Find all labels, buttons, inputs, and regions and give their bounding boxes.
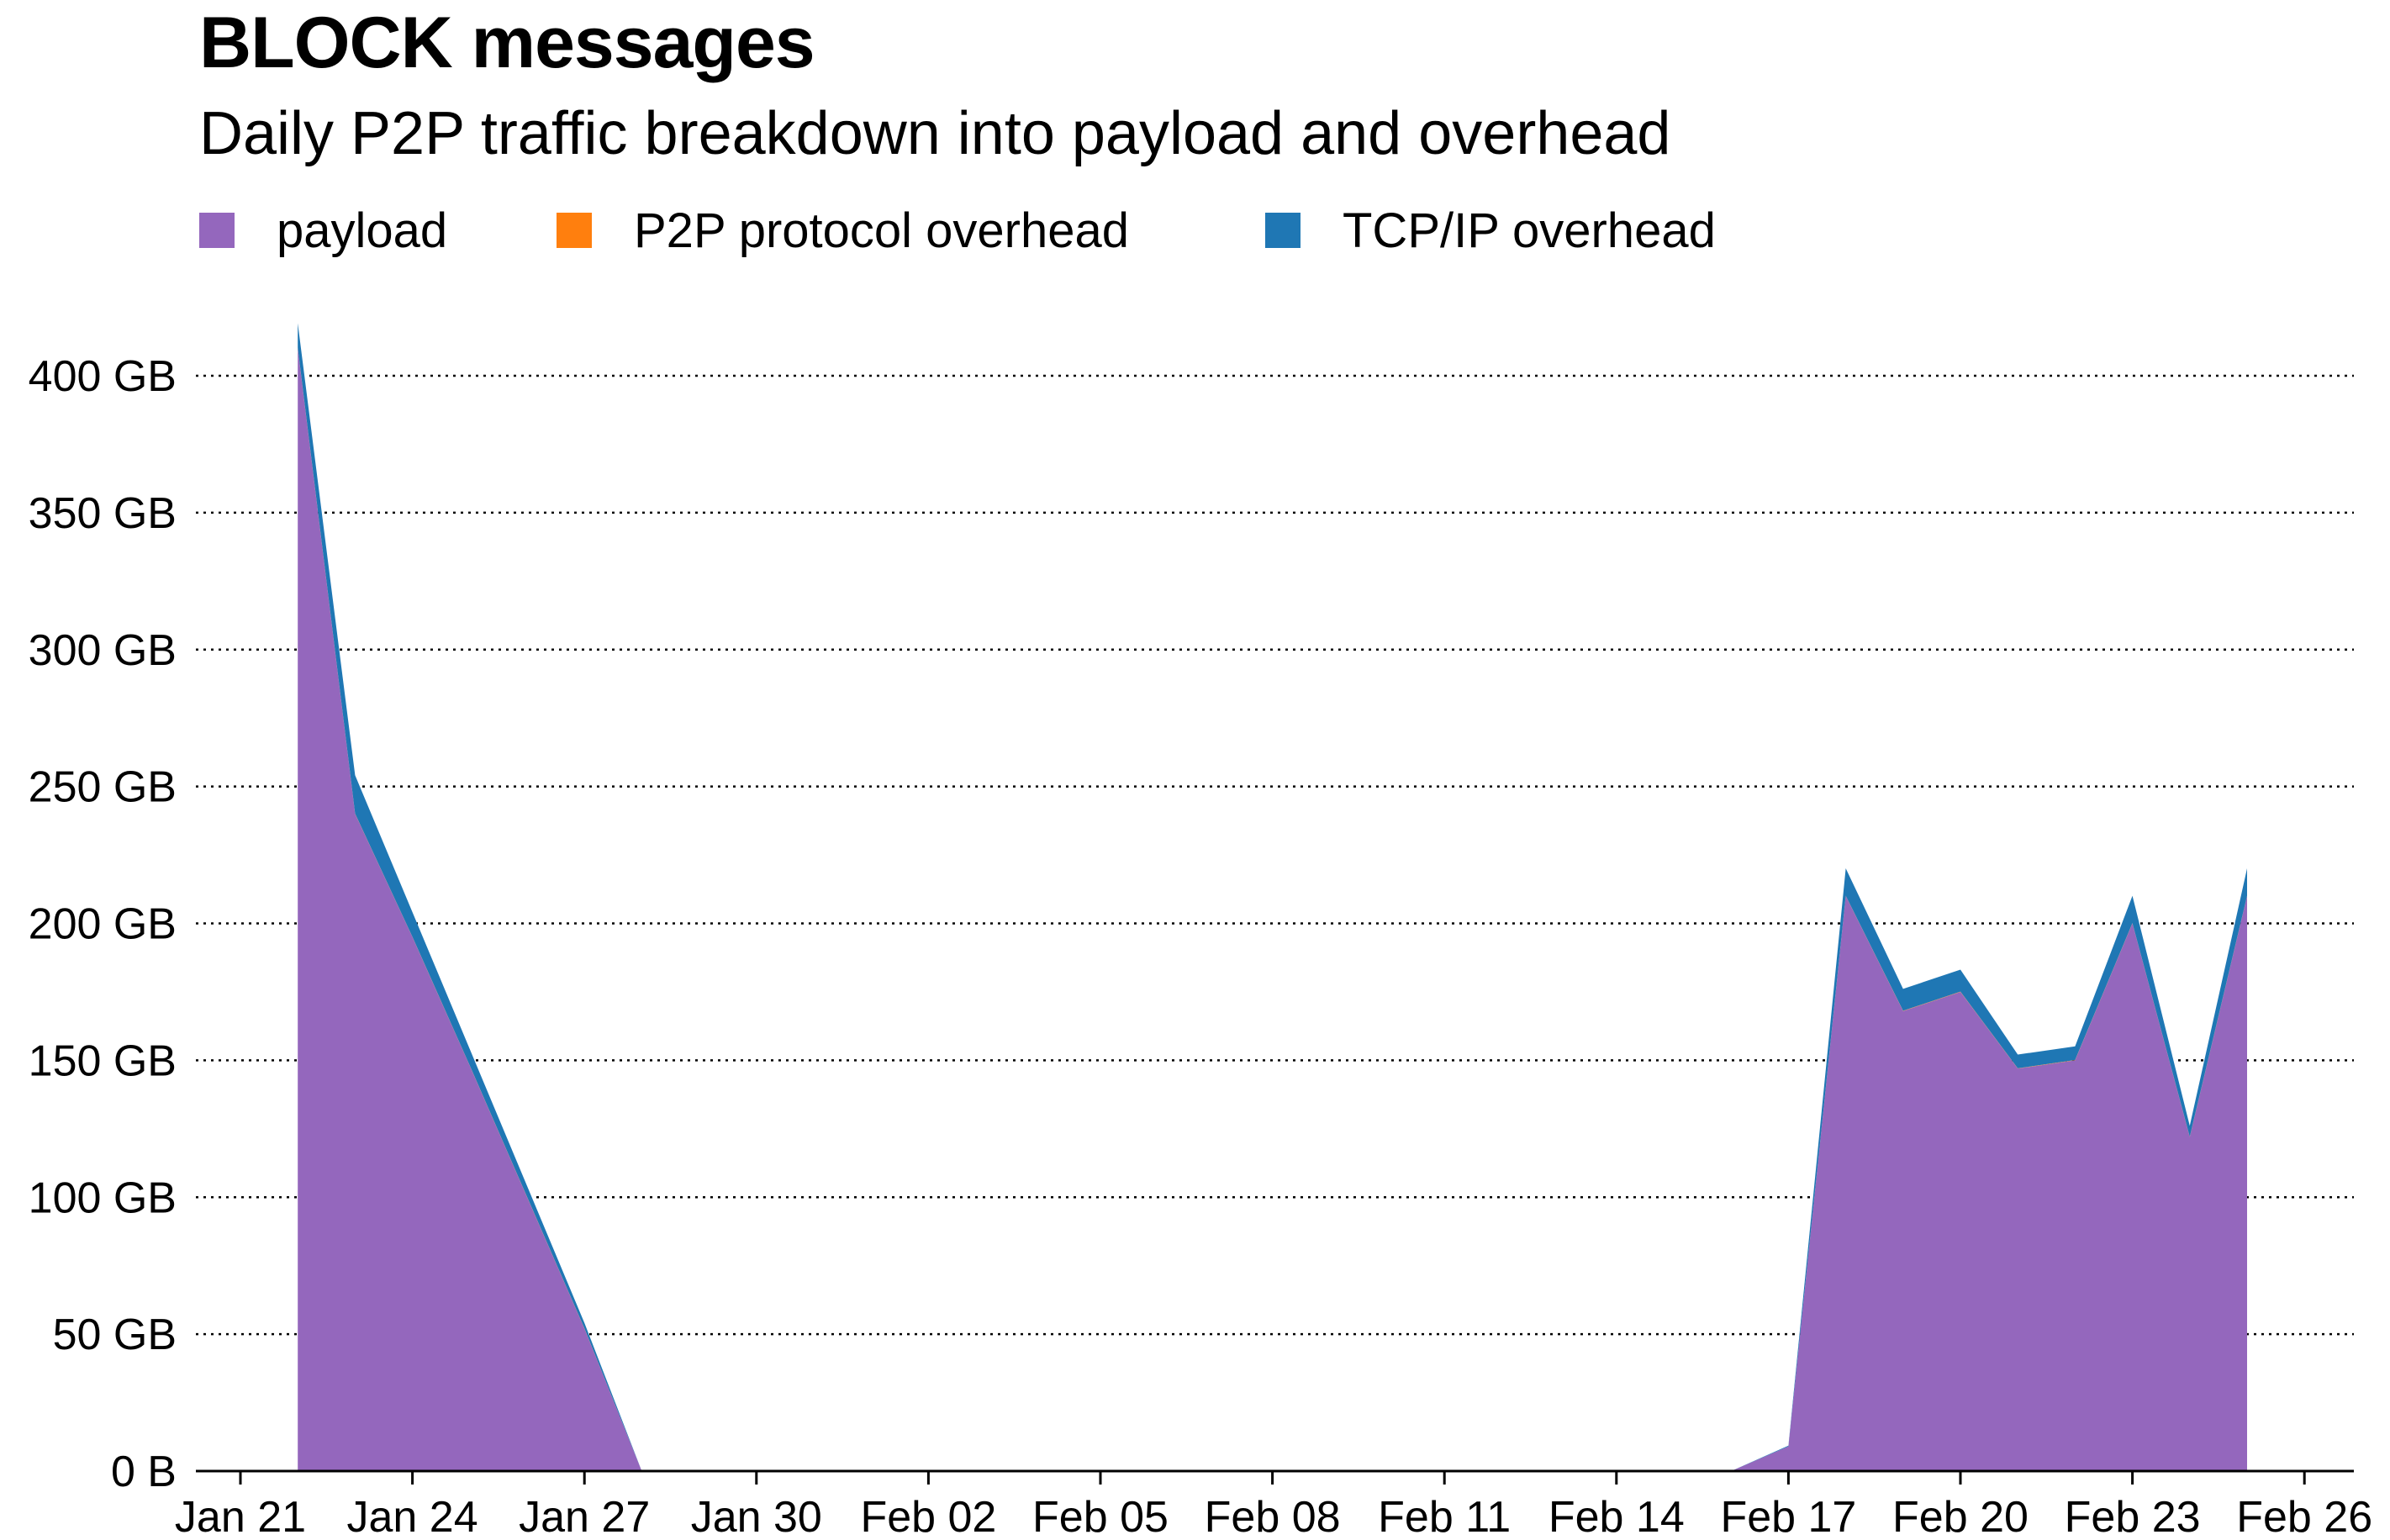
legend-item-payload: payload <box>199 203 557 259</box>
y-tick-label: 0 B <box>111 1448 177 1496</box>
x-tick-label: Jan 21 <box>175 1493 306 1540</box>
y-tick-label: 400 GB <box>29 352 177 401</box>
legend-swatch-tcpip-overhead <box>1265 213 1301 248</box>
y-tick-label: 250 GB <box>29 763 177 812</box>
legend-label-p2p-overhead: P2P protocol overhead <box>634 203 1130 258</box>
area-series-tcp-ip-overhead <box>298 323 2248 1471</box>
x-tick-label: Feb 14 <box>1548 1493 1685 1540</box>
y-tick-label: 300 GB <box>29 626 177 675</box>
x-tick-label: Feb 02 <box>860 1493 996 1540</box>
x-tick-label: Jan 30 <box>691 1493 822 1540</box>
y-tick-label: 150 GB <box>29 1036 177 1085</box>
x-tick-label: Feb 20 <box>1892 1493 2029 1540</box>
legend-label-payload: payload <box>277 203 448 258</box>
chart-legend: payload P2P protocol overhead TCP/IP ove… <box>199 200 1716 261</box>
x-tick-label: Feb 17 <box>1720 1493 1856 1540</box>
y-tick-label: 50 GB <box>53 1311 177 1359</box>
x-tick-label: Feb 26 <box>2236 1493 2372 1540</box>
legend-swatch-p2p-overhead <box>557 213 592 248</box>
x-tick-label: Feb 08 <box>1205 1493 1341 1540</box>
x-tick-label: Jan 27 <box>519 1493 650 1540</box>
x-tick-label: Feb 23 <box>2065 1493 2201 1540</box>
x-tick-label: Feb 11 <box>1378 1493 1511 1540</box>
legend-swatch-payload <box>199 213 235 248</box>
chart-title: BLOCK messages <box>199 3 815 83</box>
x-tick-label: Feb 05 <box>1032 1493 1169 1540</box>
legend-item-p2p-overhead: P2P protocol overhead <box>557 203 1265 259</box>
area-series-payload <box>298 348 2248 1471</box>
legend-label-tcpip-overhead: TCP/IP overhead <box>1343 203 1716 258</box>
chart-subtitle: Daily P2P traffic breakdown into payload… <box>199 100 1671 167</box>
legend-item-tcpip-overhead: TCP/IP overhead <box>1265 203 1716 259</box>
x-tick-label: Jan 24 <box>347 1493 478 1540</box>
y-tick-label: 350 GB <box>29 489 177 538</box>
y-tick-label: 100 GB <box>29 1173 177 1222</box>
y-tick-label: 200 GB <box>29 900 177 949</box>
